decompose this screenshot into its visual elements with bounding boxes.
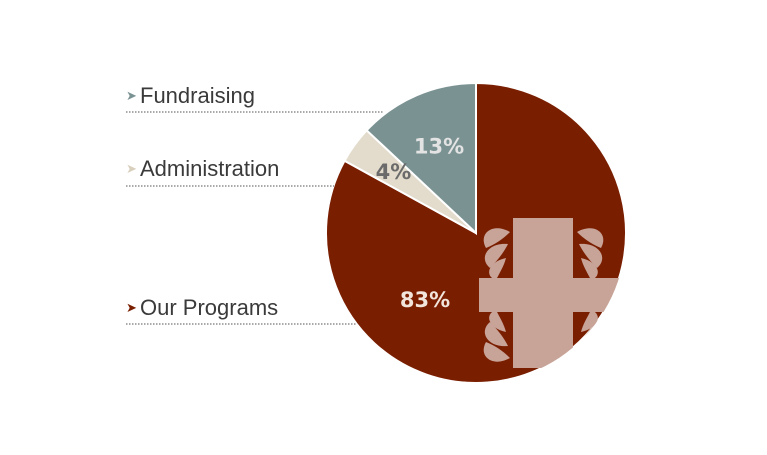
- chevron-right-icon: ➤: [126, 161, 137, 176]
- legend-label: Administration: [140, 156, 280, 181]
- legend-label: Our Programs: [140, 295, 279, 320]
- pie-slice-fundraising: [365, 81, 477, 236]
- data-label-administration: 4%: [376, 160, 412, 184]
- data-label-our-programs: 83%: [400, 288, 450, 312]
- chevron-right-icon: ➤: [126, 88, 137, 103]
- legend-label: Fundraising: [140, 83, 255, 108]
- data-label-fundraising: 13%: [414, 135, 464, 159]
- chevron-right-icon: ➤: [126, 300, 137, 315]
